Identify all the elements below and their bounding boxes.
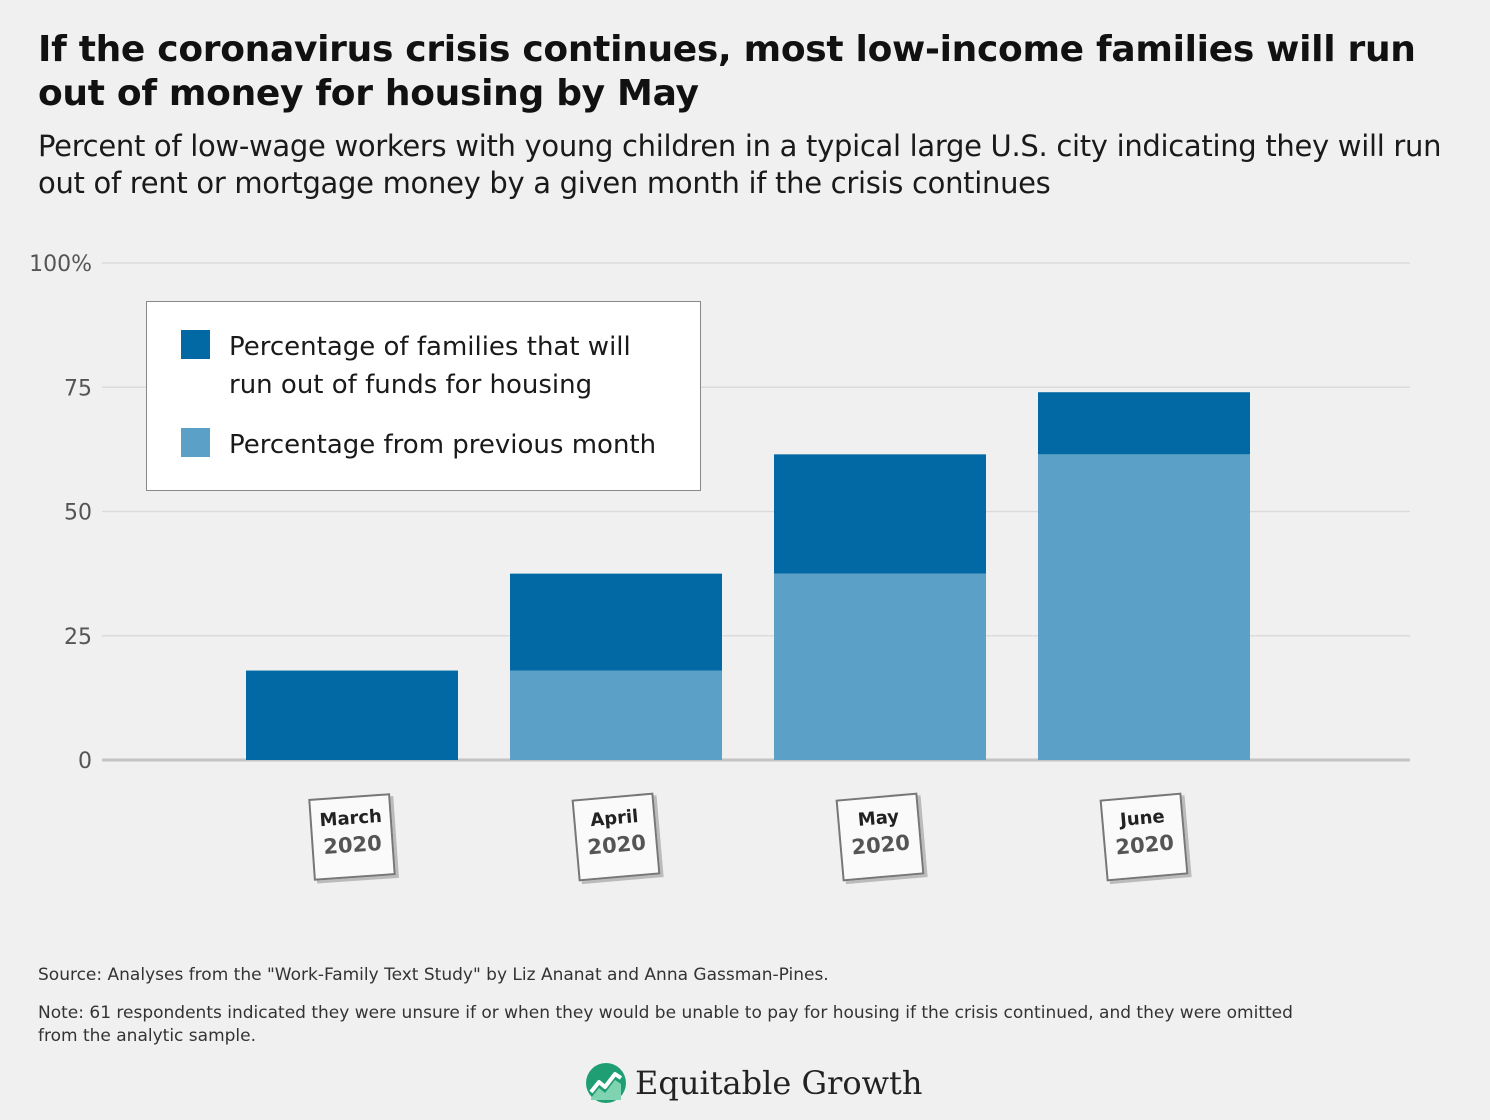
bar-chart: 0 25 50 75 100%: [29, 252, 1410, 774]
bar-segment: [246, 670, 458, 760]
x-tick-year: 2020: [586, 830, 647, 860]
legend-label-previous: Percentage from previous month: [229, 430, 657, 460]
bar-segment: [510, 573, 722, 671]
y-tick-label: 100%: [29, 252, 92, 277]
brand-logo[interactable]: Equitable Growth: [585, 1062, 922, 1104]
x-tick-month: April: [589, 806, 640, 832]
legend-item-funds: Percentage of families that will run out…: [181, 328, 649, 404]
x-tick-year: 2020: [1114, 830, 1175, 860]
bar-segment: [510, 670, 722, 760]
y-tick-label: 75: [64, 376, 92, 401]
y-tick-label: 0: [78, 749, 92, 774]
legend-label-funds: Percentage of families that will run out…: [229, 332, 631, 400]
chart-subtitle: Percent of low-wage workers with young c…: [38, 129, 1442, 200]
chart-title: If the coronavirus crisis continues, mos…: [38, 29, 1416, 114]
x-tick-label: June 2020: [1099, 792, 1189, 882]
x-tick-month: May: [856, 806, 900, 831]
legend-item-previous: Percentage from previous month: [181, 426, 689, 464]
x-tick-year: 2020: [850, 830, 911, 860]
x-tick-year: 2020: [322, 830, 383, 859]
y-tick-label: 50: [64, 501, 92, 526]
bar-segment: [774, 454, 986, 574]
footnote: Note: 61 respondents indicated they were…: [38, 1003, 1293, 1046]
bar-segment: [1038, 392, 1250, 455]
x-tick-label: May 2020: [835, 792, 925, 882]
y-tick-label: 25: [64, 625, 92, 650]
x-tick-label: April 2020: [571, 792, 661, 882]
brand-name: Equitable Growth: [635, 1064, 923, 1102]
x-tick-month: June: [1119, 806, 1166, 831]
x-tick-label: March 2020: [308, 793, 396, 881]
bar-segment: [774, 573, 986, 760]
growth-chart-icon: [586, 1063, 626, 1103]
legend-swatch-light-blue: [181, 428, 210, 457]
chart-legend: Percentage of families that will run out…: [146, 301, 701, 491]
legend-swatch-dark-blue: [181, 330, 210, 359]
source-note: Source: Analyses from the "Work-Family T…: [38, 965, 829, 985]
x-tick-month: March: [318, 805, 383, 832]
bar-segment: [1038, 454, 1250, 760]
